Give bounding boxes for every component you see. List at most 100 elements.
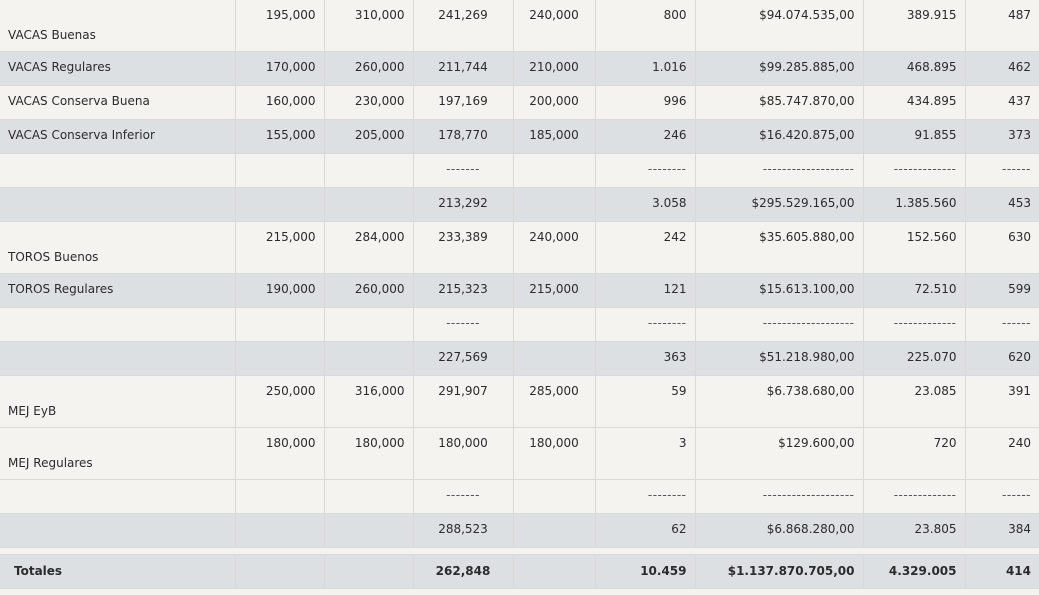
cell: 487 [965,0,1039,52]
cell: 240,000 [513,0,596,52]
separator-row: ------- -------- ------------------- ---… [0,479,1039,514]
cell: 91.855 [863,119,966,154]
cell: 195,000 [235,0,325,52]
cell [513,554,596,589]
table-row: TOROS Regulares 190,000 260,000 215,323 … [0,273,1039,308]
cell: 152.560 [863,221,966,274]
table-row: VACAS Conserva Buena 160,000 230,000 197… [0,85,1039,120]
spacer [0,547,1039,555]
cell [513,187,596,222]
row-label: TOROS Buenos [0,221,236,274]
table-row: VACAS Conserva Inferior 155,000 205,000 … [0,119,1039,154]
cell: $85.747.870,00 [695,85,864,120]
cell: 72.510 [863,273,966,308]
totals-label: Totales [0,554,236,589]
cell: 205,000 [324,119,414,154]
row-label [0,513,236,548]
cell: $129.600,00 [695,427,864,480]
cell [324,513,414,548]
cell: ------ [965,307,1039,342]
cell: 414 [965,554,1039,589]
cell: 190,000 [235,273,325,308]
cell: 250,000 [235,375,325,428]
cell [324,341,414,376]
cell: 170,000 [235,51,325,86]
cell: 316,000 [324,375,414,428]
cell: $15.613.100,00 [695,273,864,308]
cell: 599 [965,273,1039,308]
table-row: TOROS Buenos 215,000 284,000 233,389 240… [0,221,1039,274]
row-label [0,341,236,376]
cell: ------- [413,307,514,342]
cell: 233,389 [413,221,514,274]
row-label: VACAS Conserva Inferior [0,119,236,154]
cell: 996 [595,85,696,120]
cell: 241,269 [413,0,514,52]
cell [235,554,325,589]
cell: 389.915 [863,0,966,52]
cell [235,307,325,342]
cell: 59 [595,375,696,428]
cell: 23.085 [863,375,966,428]
cell: 240 [965,427,1039,480]
cell: 384 [965,513,1039,548]
cell: 215,000 [513,273,596,308]
cell: 260,000 [324,273,414,308]
cell: 468.895 [863,51,966,86]
cell: 373 [965,119,1039,154]
cell: 180,000 [413,427,514,480]
cell [324,187,414,222]
cell: ------- [413,153,514,188]
cell: 437 [965,85,1039,120]
separator-row: ------- -------- ------------------- ---… [0,153,1039,188]
cell: 155,000 [235,119,325,154]
cell: 210,000 [513,51,596,86]
cell: 180,000 [235,427,325,480]
cell: 215,323 [413,273,514,308]
cell: 391 [965,375,1039,428]
row-label: VACAS Buenas [0,0,236,52]
cell [235,153,325,188]
cell: 197,169 [413,85,514,120]
cell: $6.868.280,00 [695,513,864,548]
cell: 285,000 [513,375,596,428]
cell: 3 [595,427,696,480]
cell: 246 [595,119,696,154]
cell: 363 [595,341,696,376]
cell: $16.420.875,00 [695,119,864,154]
cell: 262,848 [413,554,514,589]
row-label: VACAS Conserva Buena [0,85,236,120]
cell [324,554,414,589]
cell: ------------------- [695,153,864,188]
subtotal-row: 227,569 363 $51.218.980,00 225.070 620 [0,341,1039,376]
cell [324,307,414,342]
cell: 160,000 [235,85,325,120]
cell [235,513,325,548]
row-label [0,307,236,342]
cell: 1.385.560 [863,187,966,222]
cell: 62 [595,513,696,548]
cell: ------------------- [695,479,864,514]
cell: 260,000 [324,51,414,86]
table-row: MEJ EyB 250,000 316,000 291,907 285,000 … [0,375,1039,428]
cell: 3.058 [595,187,696,222]
cell: 462 [965,51,1039,86]
cell: ------------- [863,307,966,342]
cell: 23.805 [863,513,966,548]
row-label [0,187,236,222]
cell: 453 [965,187,1039,222]
cell: -------- [595,307,696,342]
cell: 185,000 [513,119,596,154]
cell [324,479,414,514]
spacer-row [0,547,1039,555]
cell: -------- [595,479,696,514]
cell [513,341,596,376]
cell: 215,000 [235,221,325,274]
cell [235,479,325,514]
row-label: MEJ Regulares [0,427,236,480]
cell: $99.285.885,00 [695,51,864,86]
cell: 180,000 [324,427,414,480]
cell: 434.895 [863,85,966,120]
